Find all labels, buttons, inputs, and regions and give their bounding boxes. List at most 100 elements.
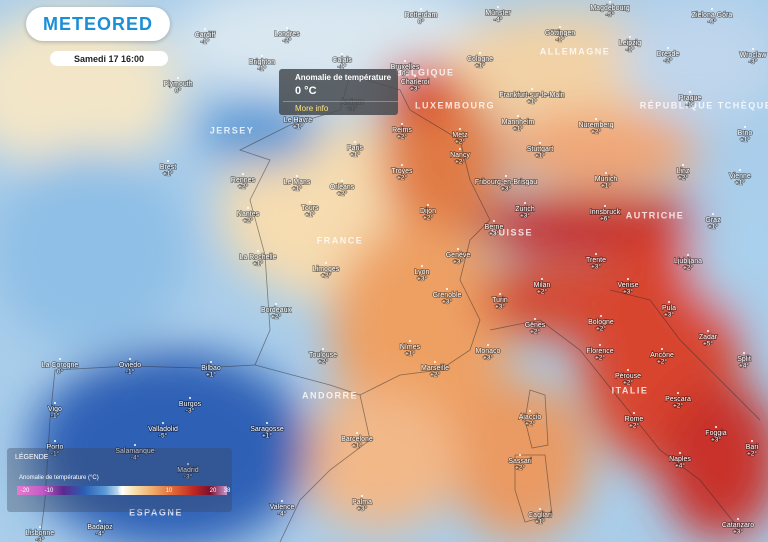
city-name: Valladolid	[148, 426, 178, 433]
city-value: +2°	[238, 183, 248, 191]
city-name: Cagliari	[528, 512, 552, 519]
city-name: Munich	[595, 176, 618, 183]
city-dot	[281, 500, 283, 502]
city-name: Bruxelles	[391, 64, 420, 71]
city-name: Cologne	[467, 56, 493, 63]
city-value: -1°	[201, 38, 210, 46]
country-label: ITALIE	[612, 385, 649, 395]
city-name: Monaco	[476, 348, 501, 355]
city-value: +5°	[703, 340, 713, 348]
city-dot	[712, 213, 714, 215]
logo[interactable]: METEORED	[26, 7, 170, 41]
city-name: Marseille	[421, 365, 449, 372]
city-dot	[534, 318, 536, 320]
city-value: +2°	[683, 264, 693, 272]
city-dot	[541, 278, 543, 280]
city-name: Bari	[746, 444, 759, 451]
country-label: RÉPUBLIQUE TCHÈQUE	[640, 100, 768, 110]
city-dot	[539, 508, 541, 510]
city-dot	[497, 6, 499, 8]
city-value: +2°	[629, 422, 639, 430]
city-value: +2°	[397, 174, 407, 182]
city-name: Catanzaro	[722, 522, 754, 529]
city-name: Stuttgart	[527, 146, 554, 153]
city-value: +1°	[262, 432, 272, 440]
city-value: +6°	[600, 215, 610, 223]
island-outline	[514, 389, 553, 523]
city-dot	[600, 315, 602, 317]
city-value: +2°	[623, 379, 633, 387]
city-name: Vienne	[729, 173, 751, 180]
city-value: +2°	[678, 174, 688, 182]
city-name: Florence	[586, 348, 613, 355]
city-dot	[707, 330, 709, 332]
city-name: Brno	[738, 130, 753, 137]
city-name: Berne	[485, 224, 504, 231]
city-name: Nancy	[450, 152, 470, 159]
city-value: +1°	[293, 123, 303, 131]
city-value: +1°	[292, 185, 302, 193]
city-dot	[134, 444, 136, 446]
city-value: -3°	[36, 536, 45, 542]
datetime: Samedi 17 16:00	[50, 51, 168, 66]
city-name: Sassari	[508, 458, 532, 465]
city-value: -2°	[283, 37, 292, 45]
city-name: Porto	[47, 444, 64, 451]
city-dot	[595, 253, 597, 255]
city-dot	[629, 36, 631, 38]
city-value: +2°	[530, 328, 540, 336]
city-dot	[434, 361, 436, 363]
city-value: +2°	[596, 325, 606, 333]
city-value: +3°	[442, 298, 452, 306]
city-name: Vigo	[48, 406, 62, 413]
legend-subtitle: Anomalie de température (°C)	[19, 475, 99, 481]
city-name: Naples	[669, 456, 691, 463]
city-dot	[531, 88, 533, 90]
city-name: Ancône	[650, 352, 674, 359]
city-dot	[401, 123, 403, 125]
city-dot	[325, 262, 327, 264]
city-value: -1°	[338, 63, 347, 71]
city-value: -4°	[278, 510, 287, 518]
city-dot	[420, 8, 422, 10]
city-dot	[487, 344, 489, 346]
city-name: Palma	[352, 499, 372, 506]
city-name: Cardiff	[195, 32, 216, 39]
city-value: -3°	[184, 473, 193, 481]
city-value: +3°	[453, 258, 463, 266]
city-name: Zielona Góra	[692, 12, 733, 19]
city-dot	[599, 344, 601, 346]
city-value: +1°	[601, 182, 611, 190]
city-value: -4°	[494, 16, 503, 24]
city-dot	[247, 207, 249, 209]
city-dot	[446, 288, 448, 290]
city-name: Grenoble	[433, 292, 462, 299]
city-value: -1°	[258, 65, 267, 73]
city-dot	[743, 352, 745, 354]
more-info-link[interactable]: More info	[283, 101, 398, 113]
city-value: +1°	[740, 136, 750, 144]
city-dot	[275, 303, 277, 305]
city-value: +3°	[664, 311, 674, 319]
city-name: Limoges	[313, 266, 340, 273]
city-dot	[296, 175, 298, 177]
city-name: Le Mans	[284, 179, 311, 186]
city-dot	[59, 358, 61, 360]
city-name: Dijon	[420, 208, 436, 215]
city-name: Trente	[586, 257, 606, 264]
city-name: Mannheim	[502, 119, 535, 126]
city-name: Bordeaux	[261, 307, 291, 314]
city-name: Foggia	[705, 430, 727, 437]
city-dot	[559, 26, 561, 28]
city-value: 0°	[175, 87, 182, 95]
city-value: -4°	[96, 530, 105, 538]
city-dot	[266, 422, 268, 424]
city-value: +1°	[352, 442, 362, 450]
city-value: +2°	[430, 371, 440, 379]
city-name: Nuremberg	[578, 122, 613, 129]
city-value: +2°	[271, 313, 281, 321]
city-value: +2°	[455, 158, 465, 166]
city-value: +2°	[537, 288, 547, 296]
city-name: La Rochelle	[240, 254, 277, 261]
city-dot	[189, 397, 191, 399]
